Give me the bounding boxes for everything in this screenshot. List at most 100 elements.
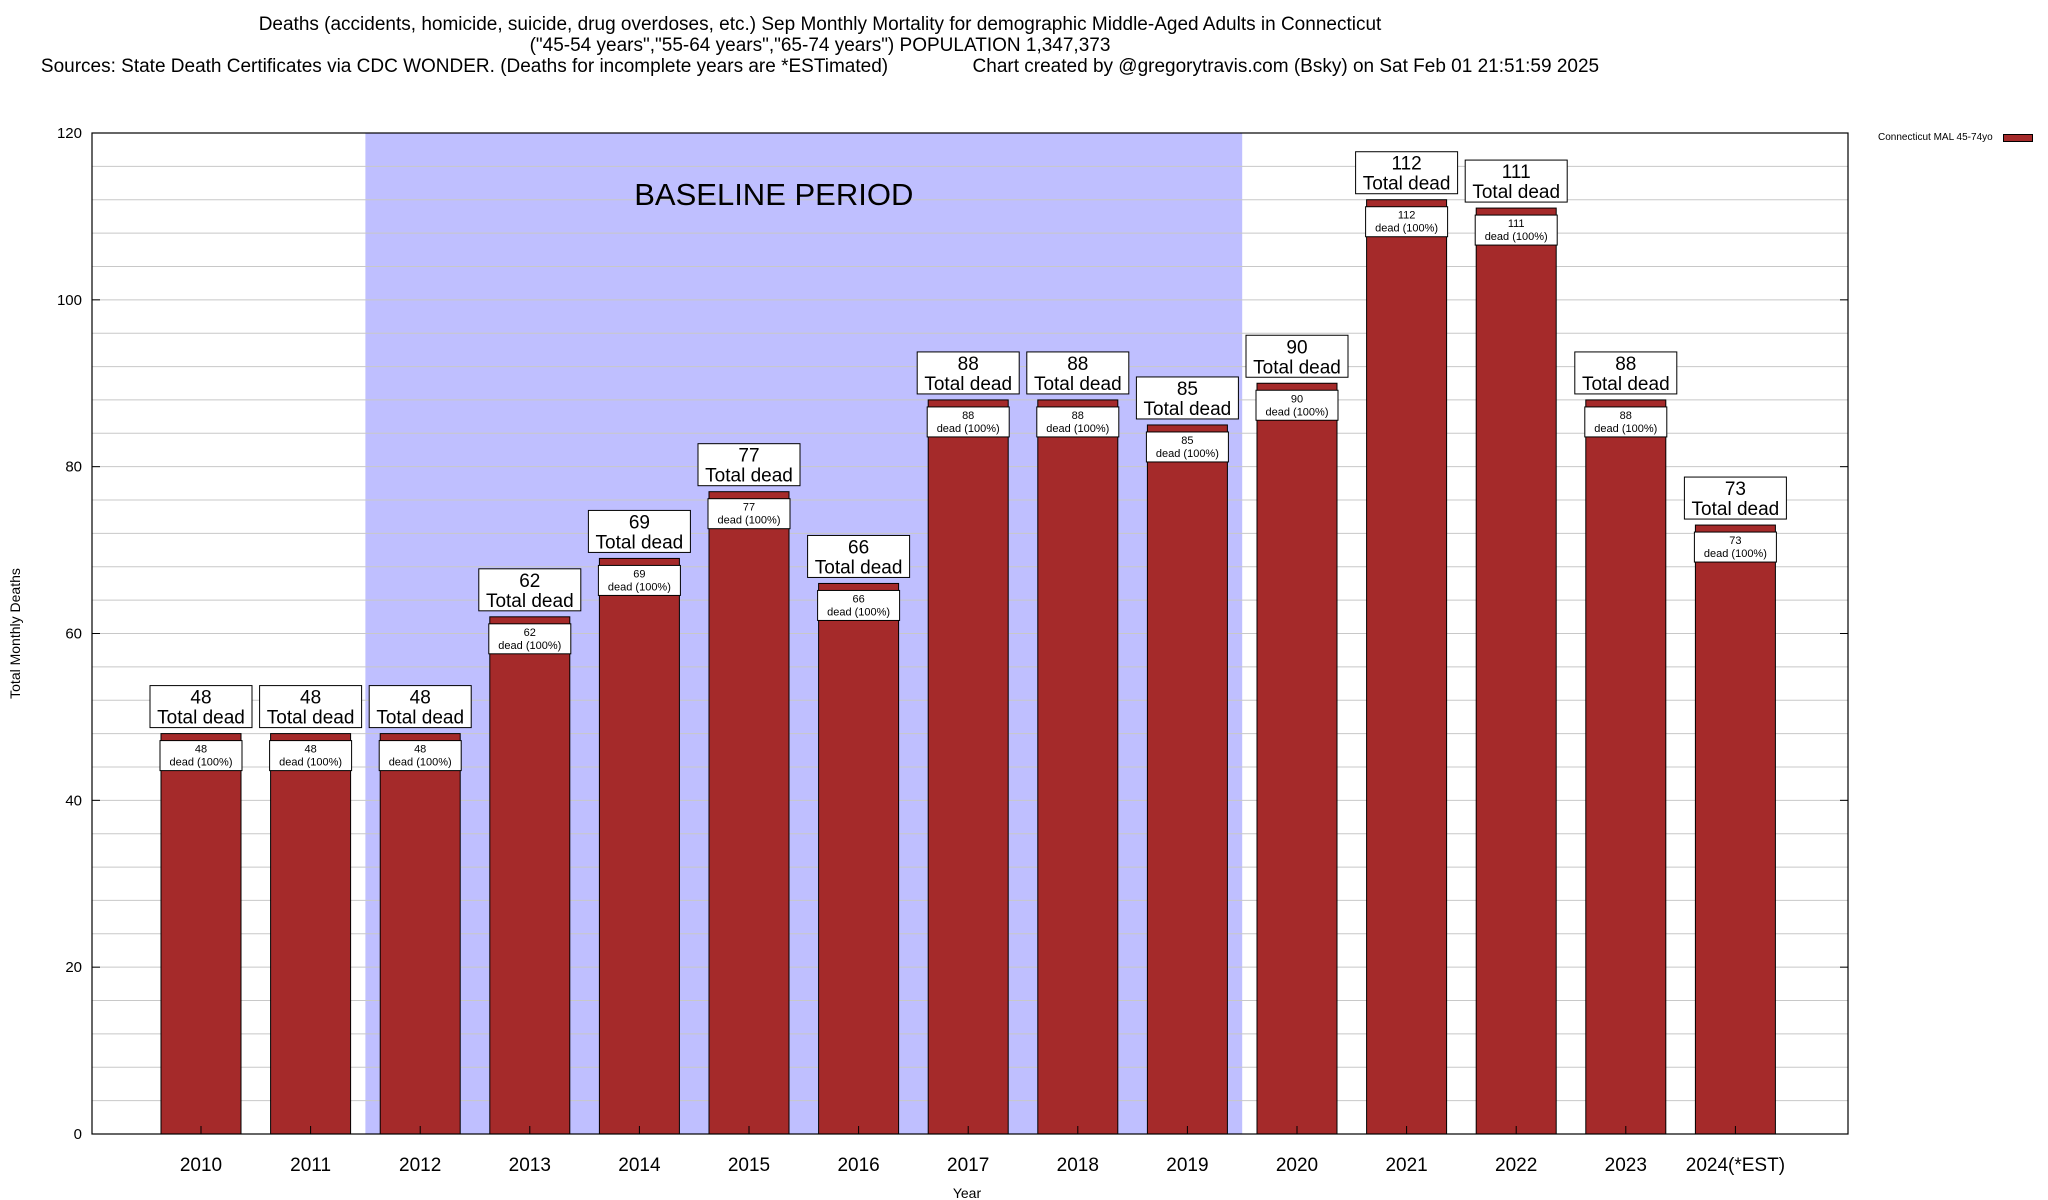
total-label-box	[807, 534, 911, 578]
inner-value-label: 88	[1072, 410, 1084, 422]
total-dead-label: Total dead	[1582, 374, 1670, 395]
y-tick-label: 0	[74, 1126, 82, 1143]
total-value-label: 69	[629, 512, 650, 533]
inner-value-label: 77	[743, 502, 755, 514]
bar	[1256, 382, 1338, 1135]
inner-label-box	[597, 564, 681, 596]
total-dead-label: Total dead	[1034, 374, 1122, 395]
inner-percent-label: dead (100%)	[937, 423, 1000, 435]
total-value-label: 88	[1615, 354, 1636, 375]
total-label-box	[587, 509, 691, 553]
x-tick-label: 2019	[1166, 1155, 1208, 1176]
total-value-label: 73	[1725, 479, 1746, 500]
bar	[160, 733, 242, 1135]
total-value-label: 90	[1286, 337, 1307, 358]
inner-label-box	[159, 740, 243, 772]
x-tick-label: 2016	[837, 1155, 879, 1176]
baseline-period-label: BASELINE PERIOD	[634, 177, 913, 212]
inner-label-box	[1255, 389, 1339, 421]
total-label-box	[1245, 334, 1349, 378]
bar	[708, 491, 790, 1135]
x-tick-label: 2021	[1385, 1155, 1427, 1176]
total-label-box	[1574, 351, 1678, 395]
total-dead-label: Total dead	[815, 557, 903, 578]
bar	[1585, 399, 1667, 1135]
total-dead-label: Total dead	[376, 708, 464, 729]
total-dead-label: Total dead	[596, 532, 684, 553]
inner-value-label: 90	[1291, 393, 1303, 405]
inner-percent-label: dead (100%)	[718, 515, 781, 527]
inner-percent-label: dead (100%)	[608, 581, 671, 593]
total-label-box	[1683, 476, 1787, 520]
x-tick-label: 2013	[509, 1155, 551, 1176]
y-tick-label: 60	[65, 626, 82, 643]
total-dead-label: Total dead	[924, 374, 1012, 395]
inner-label-box	[488, 623, 572, 655]
inner-percent-label: dead (100%)	[1704, 548, 1767, 560]
bar	[818, 582, 900, 1135]
total-dead-label: Total dead	[1472, 182, 1560, 203]
inner-percent-label: dead (100%)	[1046, 423, 1109, 435]
total-value-label: 88	[1067, 354, 1088, 375]
total-value-label: 77	[738, 446, 759, 467]
inner-value-label: 73	[1729, 535, 1741, 547]
total-value-label: 111	[1502, 162, 1531, 183]
inner-value-label: 48	[414, 744, 426, 756]
x-tick-label: 2024(*EST)	[1686, 1155, 1785, 1176]
total-dead-label: Total dead	[1363, 174, 1451, 195]
chart-sources: Sources: State Death Certificates via CD…	[40, 56, 1600, 77]
inner-label-box	[817, 589, 901, 621]
chart-title: Deaths (accidents, homicide, suicide, dr…	[258, 14, 1382, 35]
inner-label-box	[926, 406, 1010, 438]
y-tick-label: 80	[65, 459, 82, 476]
inner-label-box	[1474, 214, 1558, 246]
inner-label-box	[378, 740, 462, 772]
bar	[379, 733, 461, 1135]
inner-value-label: 62	[524, 627, 536, 639]
inner-percent-label: dead (100%)	[1266, 406, 1329, 418]
x-tick-label: 2012	[399, 1155, 441, 1176]
inner-value-label: 112	[1398, 210, 1416, 222]
total-dead-label: Total dead	[1253, 357, 1341, 378]
y-tick-label: 40	[65, 792, 82, 809]
total-value-label: 62	[519, 571, 540, 592]
inner-value-label: 66	[852, 593, 864, 605]
x-tick-label: 2020	[1276, 1155, 1318, 1176]
plot-border	[91, 132, 1849, 1135]
total-label-box	[478, 568, 582, 612]
inner-percent-label: dead (100%)	[1594, 423, 1657, 435]
y-axis-label: Total Monthly Deaths	[7, 568, 23, 699]
x-tick-label: 2014	[618, 1155, 661, 1176]
inner-value-label: 85	[1181, 435, 1193, 447]
inner-percent-label: dead (100%)	[1375, 223, 1438, 235]
total-label-box	[916, 351, 1020, 395]
y-tick-label: 120	[57, 125, 82, 142]
total-label-box	[1026, 351, 1130, 395]
bar	[489, 616, 571, 1135]
bar	[1037, 399, 1119, 1135]
total-dead-label: Total dead	[267, 708, 355, 729]
x-tick-label: 2015	[728, 1155, 770, 1176]
total-label-box	[149, 685, 253, 729]
total-dead-label: Total dead	[1692, 499, 1780, 520]
x-tick-label: 2011	[290, 1155, 331, 1176]
bar	[598, 557, 680, 1135]
inner-value-label: 111	[1508, 218, 1525, 230]
total-dead-label: Total dead	[157, 708, 245, 729]
inner-percent-label: dead (100%)	[389, 757, 452, 769]
inner-label-box	[707, 498, 791, 530]
total-value-label: 88	[958, 354, 979, 375]
total-label-box	[259, 685, 363, 729]
legend-label: Connecticut MAL 45-74yo	[1878, 132, 1993, 143]
inner-percent-label: dead (100%)	[498, 640, 561, 652]
x-tick-label: 2017	[947, 1155, 989, 1176]
bar	[1146, 424, 1228, 1135]
bar	[270, 733, 352, 1135]
chart-header: Deaths (accidents, homicide, suicide, dr…	[0, 14, 1640, 77]
inner-label-box	[1145, 431, 1229, 463]
total-label-box	[368, 685, 472, 729]
x-tick-label: 2010	[180, 1155, 222, 1176]
legend-swatch	[2002, 133, 2033, 142]
y-tick-label: 20	[65, 959, 82, 976]
